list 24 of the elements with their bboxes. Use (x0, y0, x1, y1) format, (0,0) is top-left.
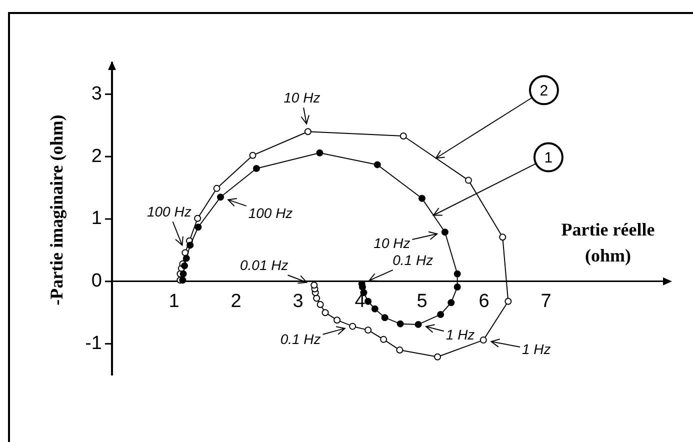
text: 1 (544, 149, 553, 166)
y-tick-label: 0 (91, 270, 102, 292)
annotation: 0.1 Hz (392, 252, 434, 268)
x-axis-title: Partie réelle (ohm) (561, 220, 655, 266)
annotation: 0.01 Hz (240, 257, 288, 274)
y-tick-label: -1 (85, 333, 102, 354)
annotation: 100 Hz (248, 205, 293, 222)
annotation: 1 Hz (522, 340, 551, 357)
annotation: 0.1 Hz (280, 331, 321, 348)
annotation: 1 Hz (446, 326, 475, 342)
x-tick-label: 2 (230, 291, 242, 312)
annotation: 100 Hz (146, 204, 192, 220)
text: 2 (540, 82, 548, 100)
x-tick-label: 5 (416, 291, 428, 312)
annotation: 10 Hz (374, 234, 410, 251)
y-tick-label: 2 (91, 146, 102, 167)
x-tick-label: 1 (168, 291, 180, 312)
x-tick-label: 7 (540, 291, 552, 312)
annotation: 10 Hz (284, 90, 320, 106)
x-tick-label: 3 (292, 291, 304, 312)
y-axis-title: -Partie imaginaire (ohm) (46, 114, 67, 306)
y-tick-label: 3 (91, 83, 102, 104)
x-tick-label: 6 (478, 291, 490, 312)
y-tick-label: 1 (91, 208, 102, 230)
